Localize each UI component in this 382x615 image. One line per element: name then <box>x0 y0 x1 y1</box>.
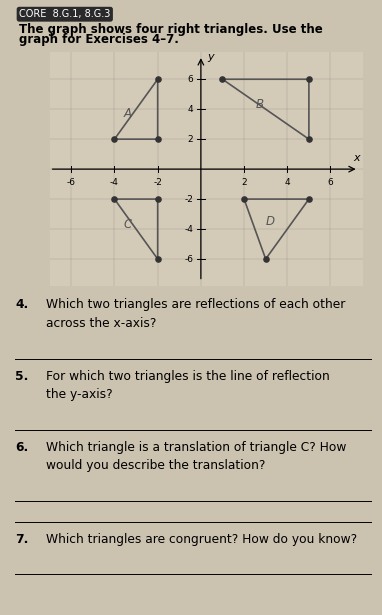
Text: -2: -2 <box>185 194 193 204</box>
Point <box>219 74 225 84</box>
Text: 4: 4 <box>188 105 193 114</box>
Point <box>306 74 312 84</box>
Point <box>241 194 247 204</box>
Text: Which triangles are congruent? How do you know?: Which triangles are congruent? How do yo… <box>46 533 357 546</box>
Text: 6: 6 <box>188 75 193 84</box>
Text: 6.: 6. <box>15 441 29 454</box>
Text: -4: -4 <box>110 178 119 187</box>
Text: Which two triangles are reflections of each other: Which two triangles are reflections of e… <box>46 298 345 311</box>
Point <box>306 194 312 204</box>
Text: 2: 2 <box>241 178 247 187</box>
Point <box>155 134 161 144</box>
Text: Which triangle is a translation of triangle C? How: Which triangle is a translation of trian… <box>46 441 346 454</box>
Text: 4.: 4. <box>15 298 29 311</box>
Point <box>263 254 269 264</box>
Point <box>306 134 312 144</box>
Point <box>112 134 118 144</box>
Text: 2: 2 <box>188 135 193 144</box>
Text: 7.: 7. <box>15 533 29 546</box>
Text: 4: 4 <box>285 178 290 187</box>
Text: D: D <box>265 215 275 228</box>
Point <box>112 194 118 204</box>
Text: B: B <box>255 98 263 111</box>
Text: A: A <box>123 107 131 120</box>
Text: x: x <box>353 153 360 163</box>
Text: C: C <box>123 218 131 231</box>
Point <box>155 194 161 204</box>
Text: graph for Exercises 4–7.: graph for Exercises 4–7. <box>19 33 179 46</box>
Text: y: y <box>207 52 214 62</box>
Text: 5.: 5. <box>15 370 29 383</box>
Text: -4: -4 <box>185 224 193 234</box>
Point <box>155 254 161 264</box>
Text: would you describe the translation?: would you describe the translation? <box>46 459 265 472</box>
Text: 6: 6 <box>328 178 333 187</box>
Text: The graph shows four right triangles. Use the: The graph shows four right triangles. Us… <box>19 23 323 36</box>
Text: -2: -2 <box>153 178 162 187</box>
Text: the y-axis?: the y-axis? <box>46 388 112 401</box>
Text: across the x-axis?: across the x-axis? <box>46 317 156 330</box>
Text: For which two triangles is the line of reflection: For which two triangles is the line of r… <box>46 370 330 383</box>
Text: -6: -6 <box>67 178 76 187</box>
Point <box>155 74 161 84</box>
Text: CORE  8.G.1, 8.G.3: CORE 8.G.1, 8.G.3 <box>19 9 110 19</box>
Text: -6: -6 <box>185 255 193 263</box>
